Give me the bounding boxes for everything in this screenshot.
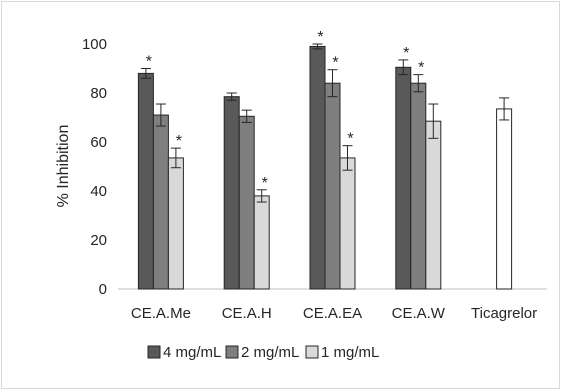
significance-marker: * (317, 29, 323, 46)
bar (223, 96, 240, 290)
y-tick-label: 0 (99, 281, 107, 298)
y-tick-label: 20 (90, 232, 107, 249)
legend-label: 1 mg/mL (321, 344, 379, 361)
error-bars (140, 43, 510, 203)
y-tick-label: 80 (90, 85, 107, 102)
bar (324, 82, 341, 290)
legend-label: 4 mg/mL (163, 344, 221, 361)
x-tick-label: CE.A.Me (131, 305, 191, 322)
significance-markers: * * * * * * * * (146, 29, 425, 192)
bars (137, 45, 513, 290)
legend-swatch (305, 345, 319, 359)
y-tick-label: 60 (90, 134, 107, 151)
reference-bar (496, 108, 513, 290)
x-tick-label: Ticagrelor (471, 305, 537, 322)
x-tick-label: CE.A.W (392, 305, 446, 322)
bar (395, 66, 412, 290)
legend-label: 2 mg/mL (241, 344, 299, 361)
bar (253, 195, 270, 290)
x-tick-label: CE.A.EA (303, 305, 362, 322)
legend-swatch (147, 345, 161, 359)
x-tick-label: CE.A.H (222, 305, 272, 322)
significance-marker: * (418, 60, 424, 77)
significance-marker: * (403, 45, 409, 62)
significance-marker: * (332, 55, 338, 72)
significance-marker: * (347, 131, 353, 148)
bar (137, 72, 154, 290)
bar (339, 157, 356, 290)
bar (425, 120, 442, 290)
bar (309, 45, 326, 290)
bar (238, 115, 255, 290)
legend-swatch (225, 345, 239, 359)
y-axis-title: % Inhibition (55, 125, 72, 208)
significance-marker: * (262, 175, 268, 192)
significance-marker: * (176, 133, 182, 150)
legend: 4 mg/mL 2 mg/mL 1 mg/mL (147, 344, 379, 361)
bar (152, 114, 169, 290)
tick-labels: 0 20 40 60 80 100 CE.A.Me CE.A.H CE.A.EA CE.A.W Ti… (82, 36, 537, 322)
significance-marker: * (146, 54, 152, 71)
bar (167, 157, 184, 290)
y-tick-label: 100 (82, 36, 107, 53)
bar (410, 82, 427, 290)
y-tick-label: 40 (90, 183, 107, 200)
